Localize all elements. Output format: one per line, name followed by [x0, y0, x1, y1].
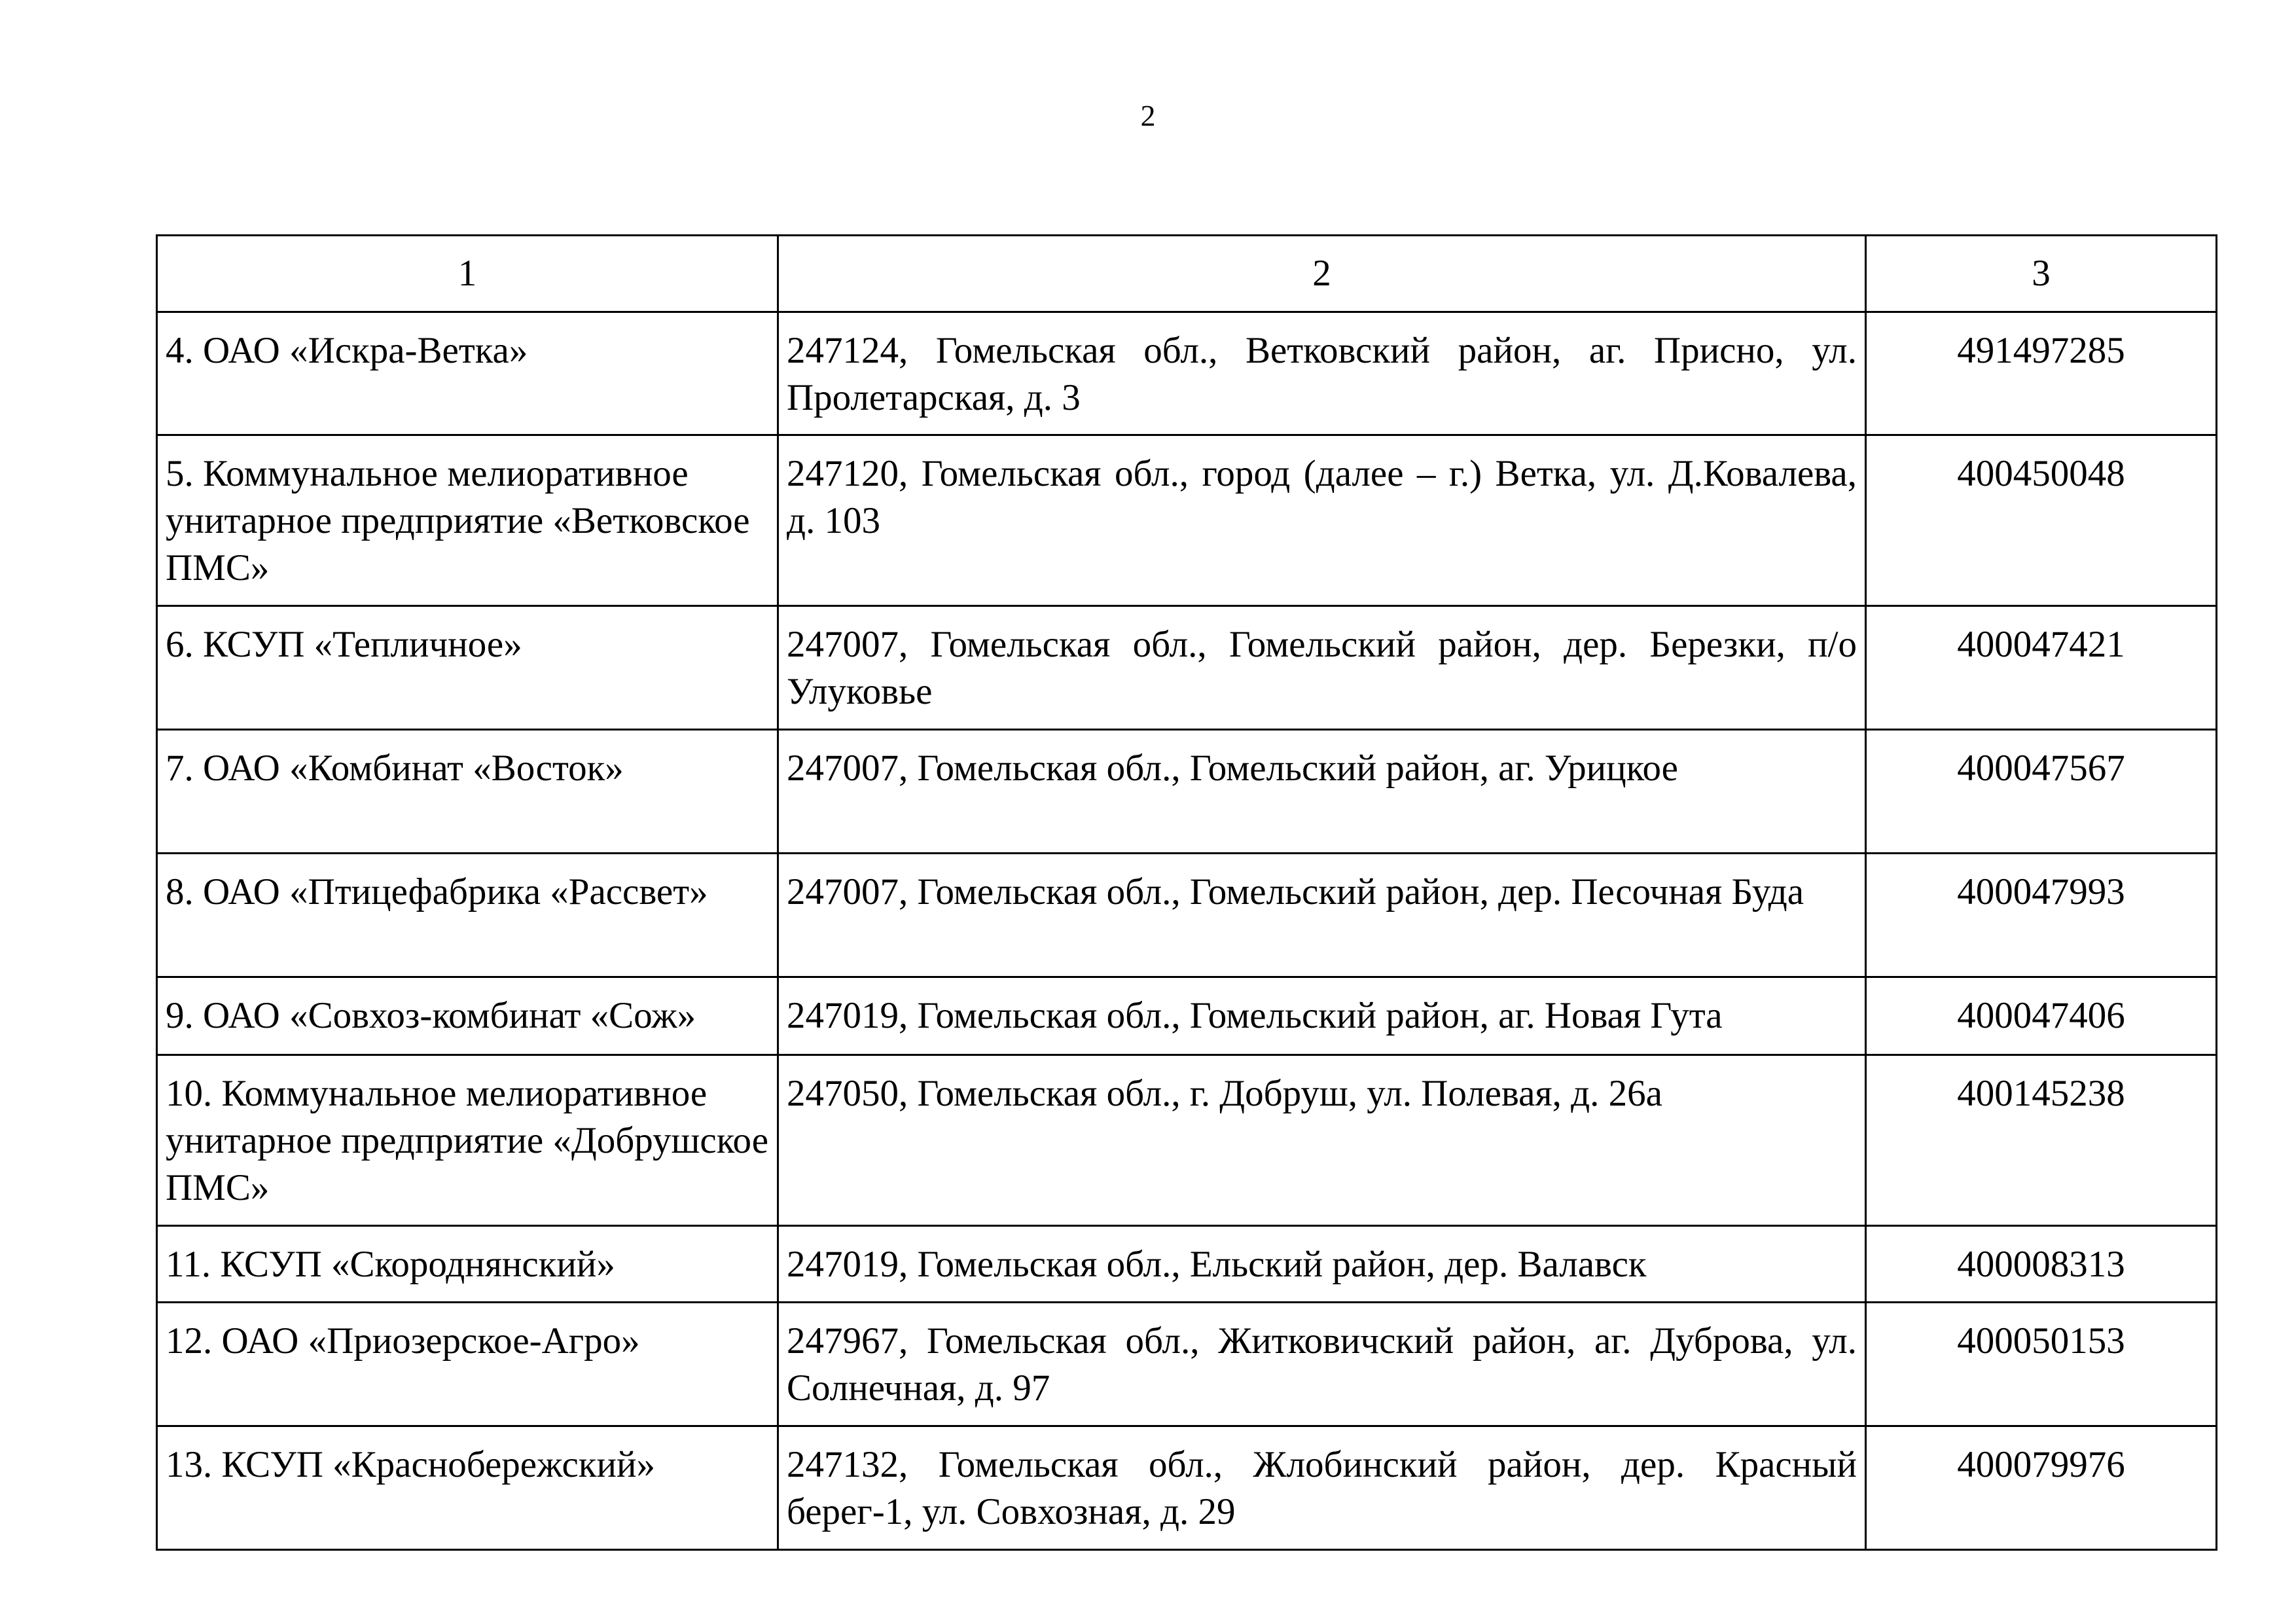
- organization-name: 9. ОАО «Совхоз-комбинат «Сож»: [156, 976, 779, 1056]
- organization-code: 400008313: [1865, 1225, 2217, 1303]
- organization-address: 247007, Гомельская обл., Гомельский райо…: [777, 605, 1867, 731]
- table-row: 12. ОАО «Приозерское-Агро» 247967, Гомель…: [156, 1301, 2217, 1427]
- table-row: 13. КСУП «Краснобережский» 247132, Гомель…: [156, 1425, 2217, 1551]
- table-row: 4. ОАО «Искра-Ветка» 247124, Гомельская о…: [156, 311, 2217, 436]
- organization-code: 400050153: [1865, 1301, 2217, 1427]
- organization-name: 7. ОАО «Комбинат «Восток»: [156, 729, 779, 854]
- organization-name: 8. ОАО «Птицефабрика «Рассвет»: [156, 852, 779, 978]
- organization-address: 247007, Гомельская обл., Гомельский райо…: [777, 729, 1867, 854]
- organization-address: 247120, Гомельская обл., город (далее – …: [777, 434, 1867, 607]
- organization-code: 400450048: [1865, 434, 2217, 607]
- header-row: 1 2 3: [156, 234, 2217, 313]
- page-number: 2: [1140, 99, 1156, 132]
- organization-name: 6. КСУП «Тепличное»: [156, 605, 779, 731]
- organization-address: 247124, Гомельская обл., Ветковский райо…: [777, 311, 1867, 436]
- organizations-table: 1 2 3 4. ОАО «Искра-Ветка» 247124, Гомель…: [156, 234, 2217, 1551]
- table-row: 11. КСУП «Скороднянский» 247019, Гомельск…: [156, 1225, 2217, 1303]
- organization-code: 400079976: [1865, 1425, 2217, 1551]
- organization-name: 10. Коммунальное мелиоративное унитарное…: [156, 1054, 779, 1227]
- table-row: 10. Коммунальное мелиоративное унитарное…: [156, 1054, 2217, 1227]
- organization-code: 400047993: [1865, 852, 2217, 978]
- organization-address: 247007, Гомельская обл., Гомельский райо…: [777, 852, 1867, 978]
- organization-code: 400047421: [1865, 605, 2217, 731]
- organization-name: 13. КСУП «Краснобережский»: [156, 1425, 779, 1551]
- table-row: 5. Коммунальное мелиоративное унитарное …: [156, 434, 2217, 607]
- table-row: 6. КСУП «Тепличное» 247007, Гомельская об…: [156, 605, 2217, 731]
- column-header: 3: [1865, 234, 2217, 313]
- organization-name: 12. ОАО «Приозерское-Агро»: [156, 1301, 779, 1427]
- table-row: 7. ОАО «Комбинат «Восток» 247007, Гомельс…: [156, 729, 2217, 854]
- organization-code: 400145238: [1865, 1054, 2217, 1227]
- column-header: 1: [156, 234, 779, 313]
- organization-code: 400047567: [1865, 729, 2217, 854]
- organization-address: 247050, Гомельская обл., г. Добруш, ул. …: [777, 1054, 1867, 1227]
- organization-name: 11. КСУП «Скороднянский»: [156, 1225, 779, 1303]
- organization-code: 400047406: [1865, 976, 2217, 1056]
- organization-name: 5. Коммунальное мелиоративное унитарное …: [156, 434, 779, 607]
- table-row: 9. ОАО «Совхоз-комбинат «Сож» 247019, Гом…: [156, 976, 2217, 1056]
- organization-address: 247019, Гомельская обл., Ельский район, …: [777, 1225, 1867, 1303]
- organization-address: 247132, Гомельская обл., Жлобинский райо…: [777, 1425, 1867, 1551]
- organization-address: 247019, Гомельская обл., Гомельский райо…: [777, 976, 1867, 1056]
- table-row: 8. ОАО «Птицефабрика «Рассвет» 247007, Го…: [156, 852, 2217, 978]
- organization-code: 491497285: [1865, 311, 2217, 436]
- organization-name: 4. ОАО «Искра-Ветка»: [156, 311, 779, 436]
- column-header: 2: [777, 234, 1867, 313]
- organization-address: 247967, Гомельская обл., Житковичский ра…: [777, 1301, 1867, 1427]
